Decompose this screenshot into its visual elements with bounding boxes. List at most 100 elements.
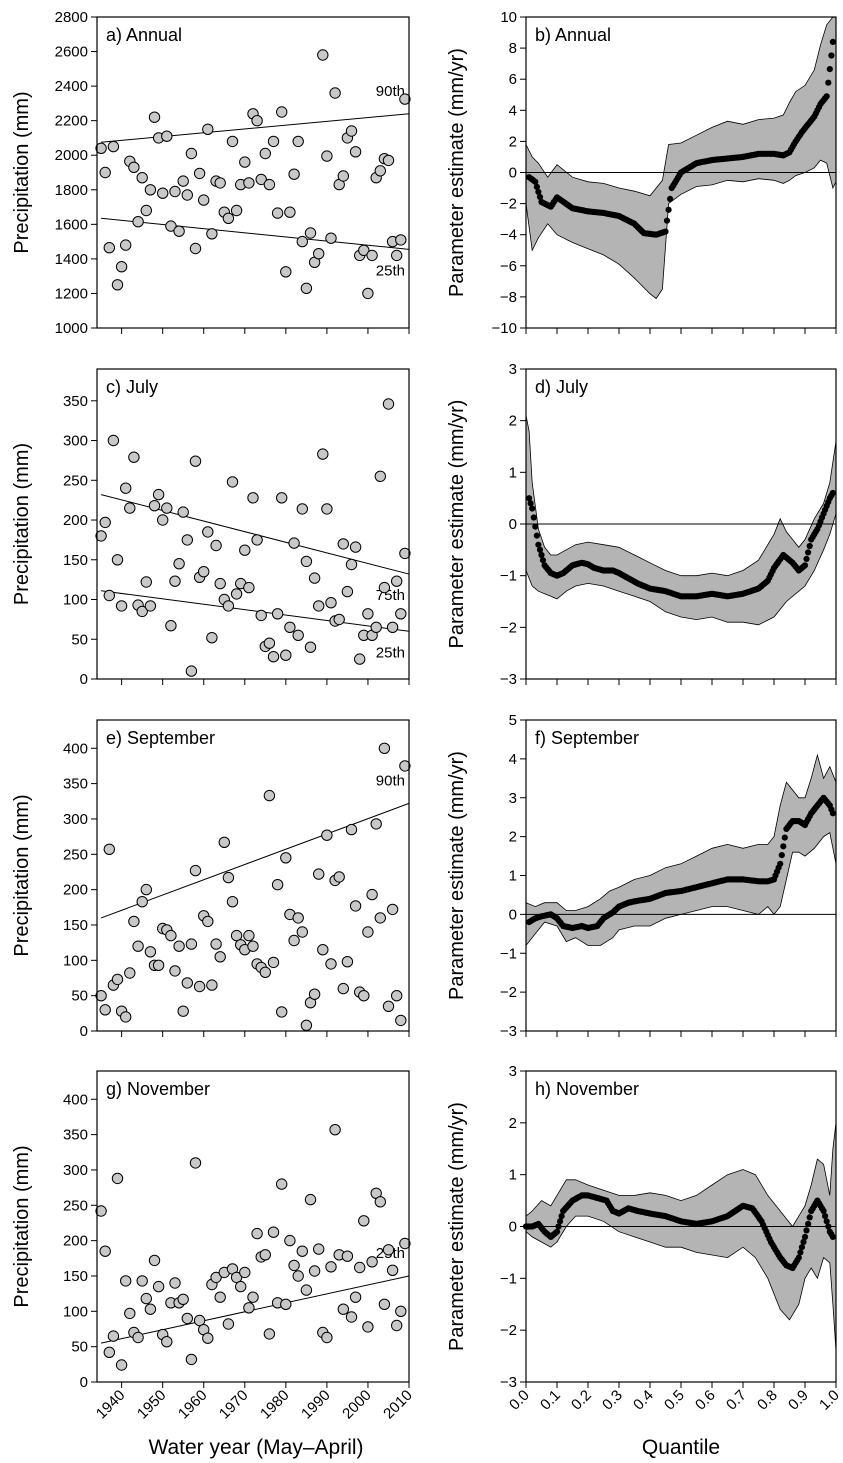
estimate-point [777,860,784,867]
data-point [349,900,362,912]
data-point [313,248,325,260]
estimate-point [555,1223,562,1230]
data-point [189,242,202,255]
data-point [271,207,284,219]
data-point [193,1314,206,1327]
data-point [161,1336,173,1348]
data-point [304,227,317,239]
data-point [358,1215,370,1227]
data-point [230,929,243,942]
y-tick-label: −2 [500,984,517,1001]
data-point [230,1271,243,1284]
data-point [333,871,345,883]
estimate-point [558,1213,565,1220]
y-tick-label: 10 [500,9,517,26]
y-axis-label: Precipitation (mm) [11,794,33,956]
estimate-point [829,1233,837,1240]
data-point [210,1271,222,1284]
data-point [358,244,370,257]
data-point [349,146,362,158]
data-point [288,1259,300,1272]
estimate-point [820,1207,827,1215]
panel-label: e) September [106,728,215,748]
data-point [189,1157,202,1169]
data-point [317,944,329,956]
data-point [337,538,349,550]
estimate-point [829,489,837,497]
data-point [276,1006,288,1018]
data-point [276,1178,288,1190]
data-point [300,1019,313,1032]
data-point [321,1331,333,1344]
estimate-point [532,523,539,530]
y-tick-label: 2 [509,829,517,846]
y-tick-label: 1 [509,464,517,481]
confidence-band [525,753,837,947]
estimate-point [829,810,837,817]
data-point [189,455,202,467]
data-point [193,980,206,993]
x-tick-label: 1940 [93,1387,129,1423]
x-tick-label: 1.0 [816,1387,843,1414]
data-point [177,506,189,518]
y-tick-label: 300 [63,433,88,450]
data-point [140,883,153,896]
data-point [280,1298,292,1311]
data-point [313,868,325,880]
data-point [214,1291,226,1303]
data-point [226,476,239,488]
y-tick-label: 4 [509,102,517,119]
estimate-point [825,1223,832,1230]
x-tick-label: 1980 [257,1387,293,1423]
data-point [169,1277,181,1289]
data-point [313,1243,325,1255]
data-point [251,115,263,127]
data-point [239,1266,251,1279]
data-point [103,1346,116,1359]
data-point [181,534,194,546]
data-point [395,1014,407,1027]
y-tick-label: 0 [80,671,88,688]
trend-line-label: 25th [376,644,405,661]
data-point [399,760,411,772]
estimate-point [536,193,544,201]
y-axis-label: Precipitation (mm) [11,1145,33,1307]
data-point [189,864,202,877]
y-tick-label: 1600 [55,216,88,233]
data-point [243,1302,255,1314]
data-point [115,600,128,612]
data-point [111,554,124,566]
data-point [345,558,358,571]
data-point [374,912,386,924]
data-point [214,577,226,590]
trend-line-75th [100,494,410,575]
data-point [198,194,210,206]
y-tick-label: 100 [63,1303,88,1320]
data-point [341,585,354,598]
x-tick-label: 0.8 [754,1387,781,1414]
data-point [263,789,276,802]
data-point [181,1312,194,1325]
x-tick-label: 0.4 [630,1387,657,1414]
data-point [193,167,206,180]
trend-line-25th [101,590,410,632]
y-tick-label: −3 [500,1023,517,1040]
data-point [333,613,345,626]
data-point [300,555,313,568]
data-point [292,1270,304,1282]
data-point [99,166,111,179]
y-tick-label: 2 [509,413,517,430]
y-tick-label: 100 [63,592,88,609]
data-point [321,503,333,515]
data-point [362,926,374,938]
data-point [198,566,210,578]
data-point [362,1321,374,1333]
trend-line-90th [100,802,410,919]
y-tick-label: 0 [509,906,517,923]
data-point [395,608,407,620]
data-point [136,1275,148,1287]
trend-line-25th [100,1275,410,1344]
data-point [317,49,329,61]
y-tick-label: 2 [509,1115,517,1132]
